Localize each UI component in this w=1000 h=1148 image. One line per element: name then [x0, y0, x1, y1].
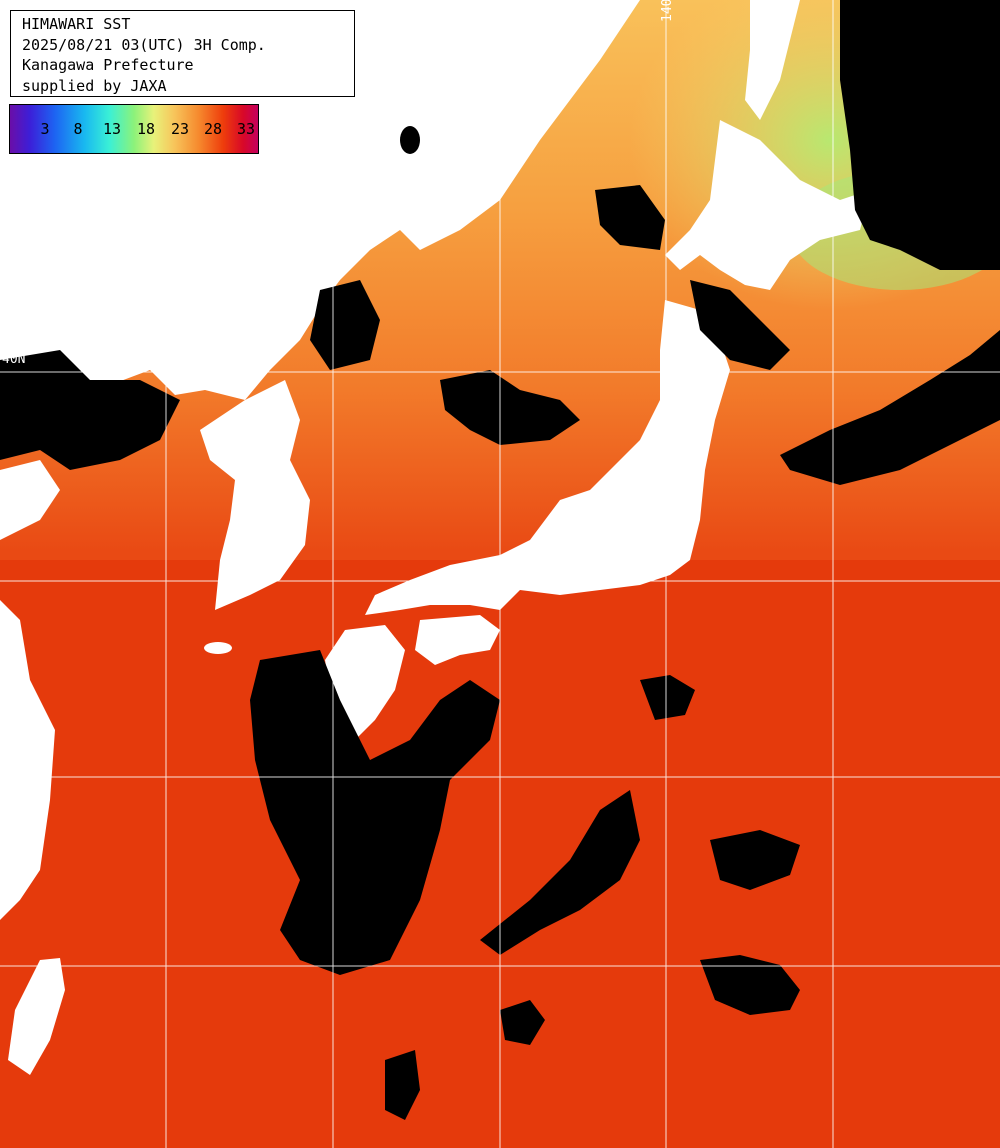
land-honshu	[365, 300, 730, 615]
colorbar-tick-23: 23	[170, 120, 190, 138]
colorbar-tick-33: 33	[236, 120, 256, 138]
cloud-pacific-ne	[780, 330, 1000, 485]
land-shikoku	[415, 615, 500, 665]
cloud-ryukyu-band	[480, 790, 640, 955]
gridline-label-30n: 30N	[18, 760, 42, 775]
land-hokkaido	[665, 120, 870, 290]
cloud-philippine-sea-2	[710, 830, 800, 890]
cloud-japan-sea-north	[310, 280, 380, 370]
map-credit: supplied by JAXA	[22, 76, 167, 95]
cloud-south-1	[500, 1000, 545, 1045]
cloud-yellow-sea	[0, 350, 180, 470]
land-taiwan	[8, 958, 65, 1075]
temperature-colorbar: 3 8 13 18 23 28 33	[9, 104, 259, 154]
map-datetime: 2025/08/21 03(UTC) 3H Comp.	[22, 35, 266, 54]
land-korea	[200, 380, 310, 610]
cloud-philippine-sea-3	[640, 675, 695, 720]
colorbar-tick-3: 3	[40, 120, 50, 138]
land-jeju	[204, 642, 232, 654]
cloud-kuril	[840, 0, 1000, 270]
cloud-japan-sea-mid	[440, 370, 580, 445]
land-ulleung	[400, 126, 420, 154]
cloud-philippine-sea-1	[700, 955, 800, 1015]
land-sakhalin	[745, 0, 800, 120]
gridline-label-140e: 140E	[660, 0, 675, 22]
cloud-japan-sea-east	[595, 185, 665, 250]
colorbar-tick-13: 13	[102, 120, 122, 138]
gridline-label-40n: 40N	[2, 352, 26, 367]
land-china-south	[0, 600, 55, 920]
land-china-coast	[0, 460, 60, 540]
map-title: HIMAWARI SST	[22, 15, 131, 33]
cloud-south-2	[385, 1050, 420, 1120]
colorbar-tick-28: 28	[203, 120, 223, 138]
map-info-box: HIMAWARI SST 2025/08/21 03(UTC) 3H Comp.…	[10, 10, 355, 97]
colorbar-tick-8: 8	[73, 120, 83, 138]
cloud-tohoku	[690, 280, 790, 370]
cloud-east-china-sea	[250, 650, 500, 975]
colorbar-tick-18: 18	[136, 120, 156, 138]
map-region: Kanagawa Prefecture	[22, 56, 194, 74]
